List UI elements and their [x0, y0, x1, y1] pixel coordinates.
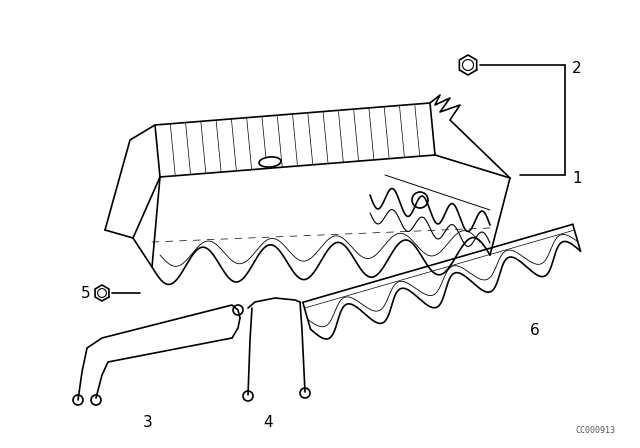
Text: 3: 3	[143, 415, 153, 430]
Text: 1: 1	[572, 171, 582, 185]
Text: 4: 4	[263, 415, 273, 430]
Ellipse shape	[259, 157, 281, 167]
Text: 5: 5	[81, 285, 90, 301]
Text: 2: 2	[572, 60, 582, 76]
Text: CC000913: CC000913	[575, 426, 615, 435]
Text: 6: 6	[530, 323, 540, 337]
